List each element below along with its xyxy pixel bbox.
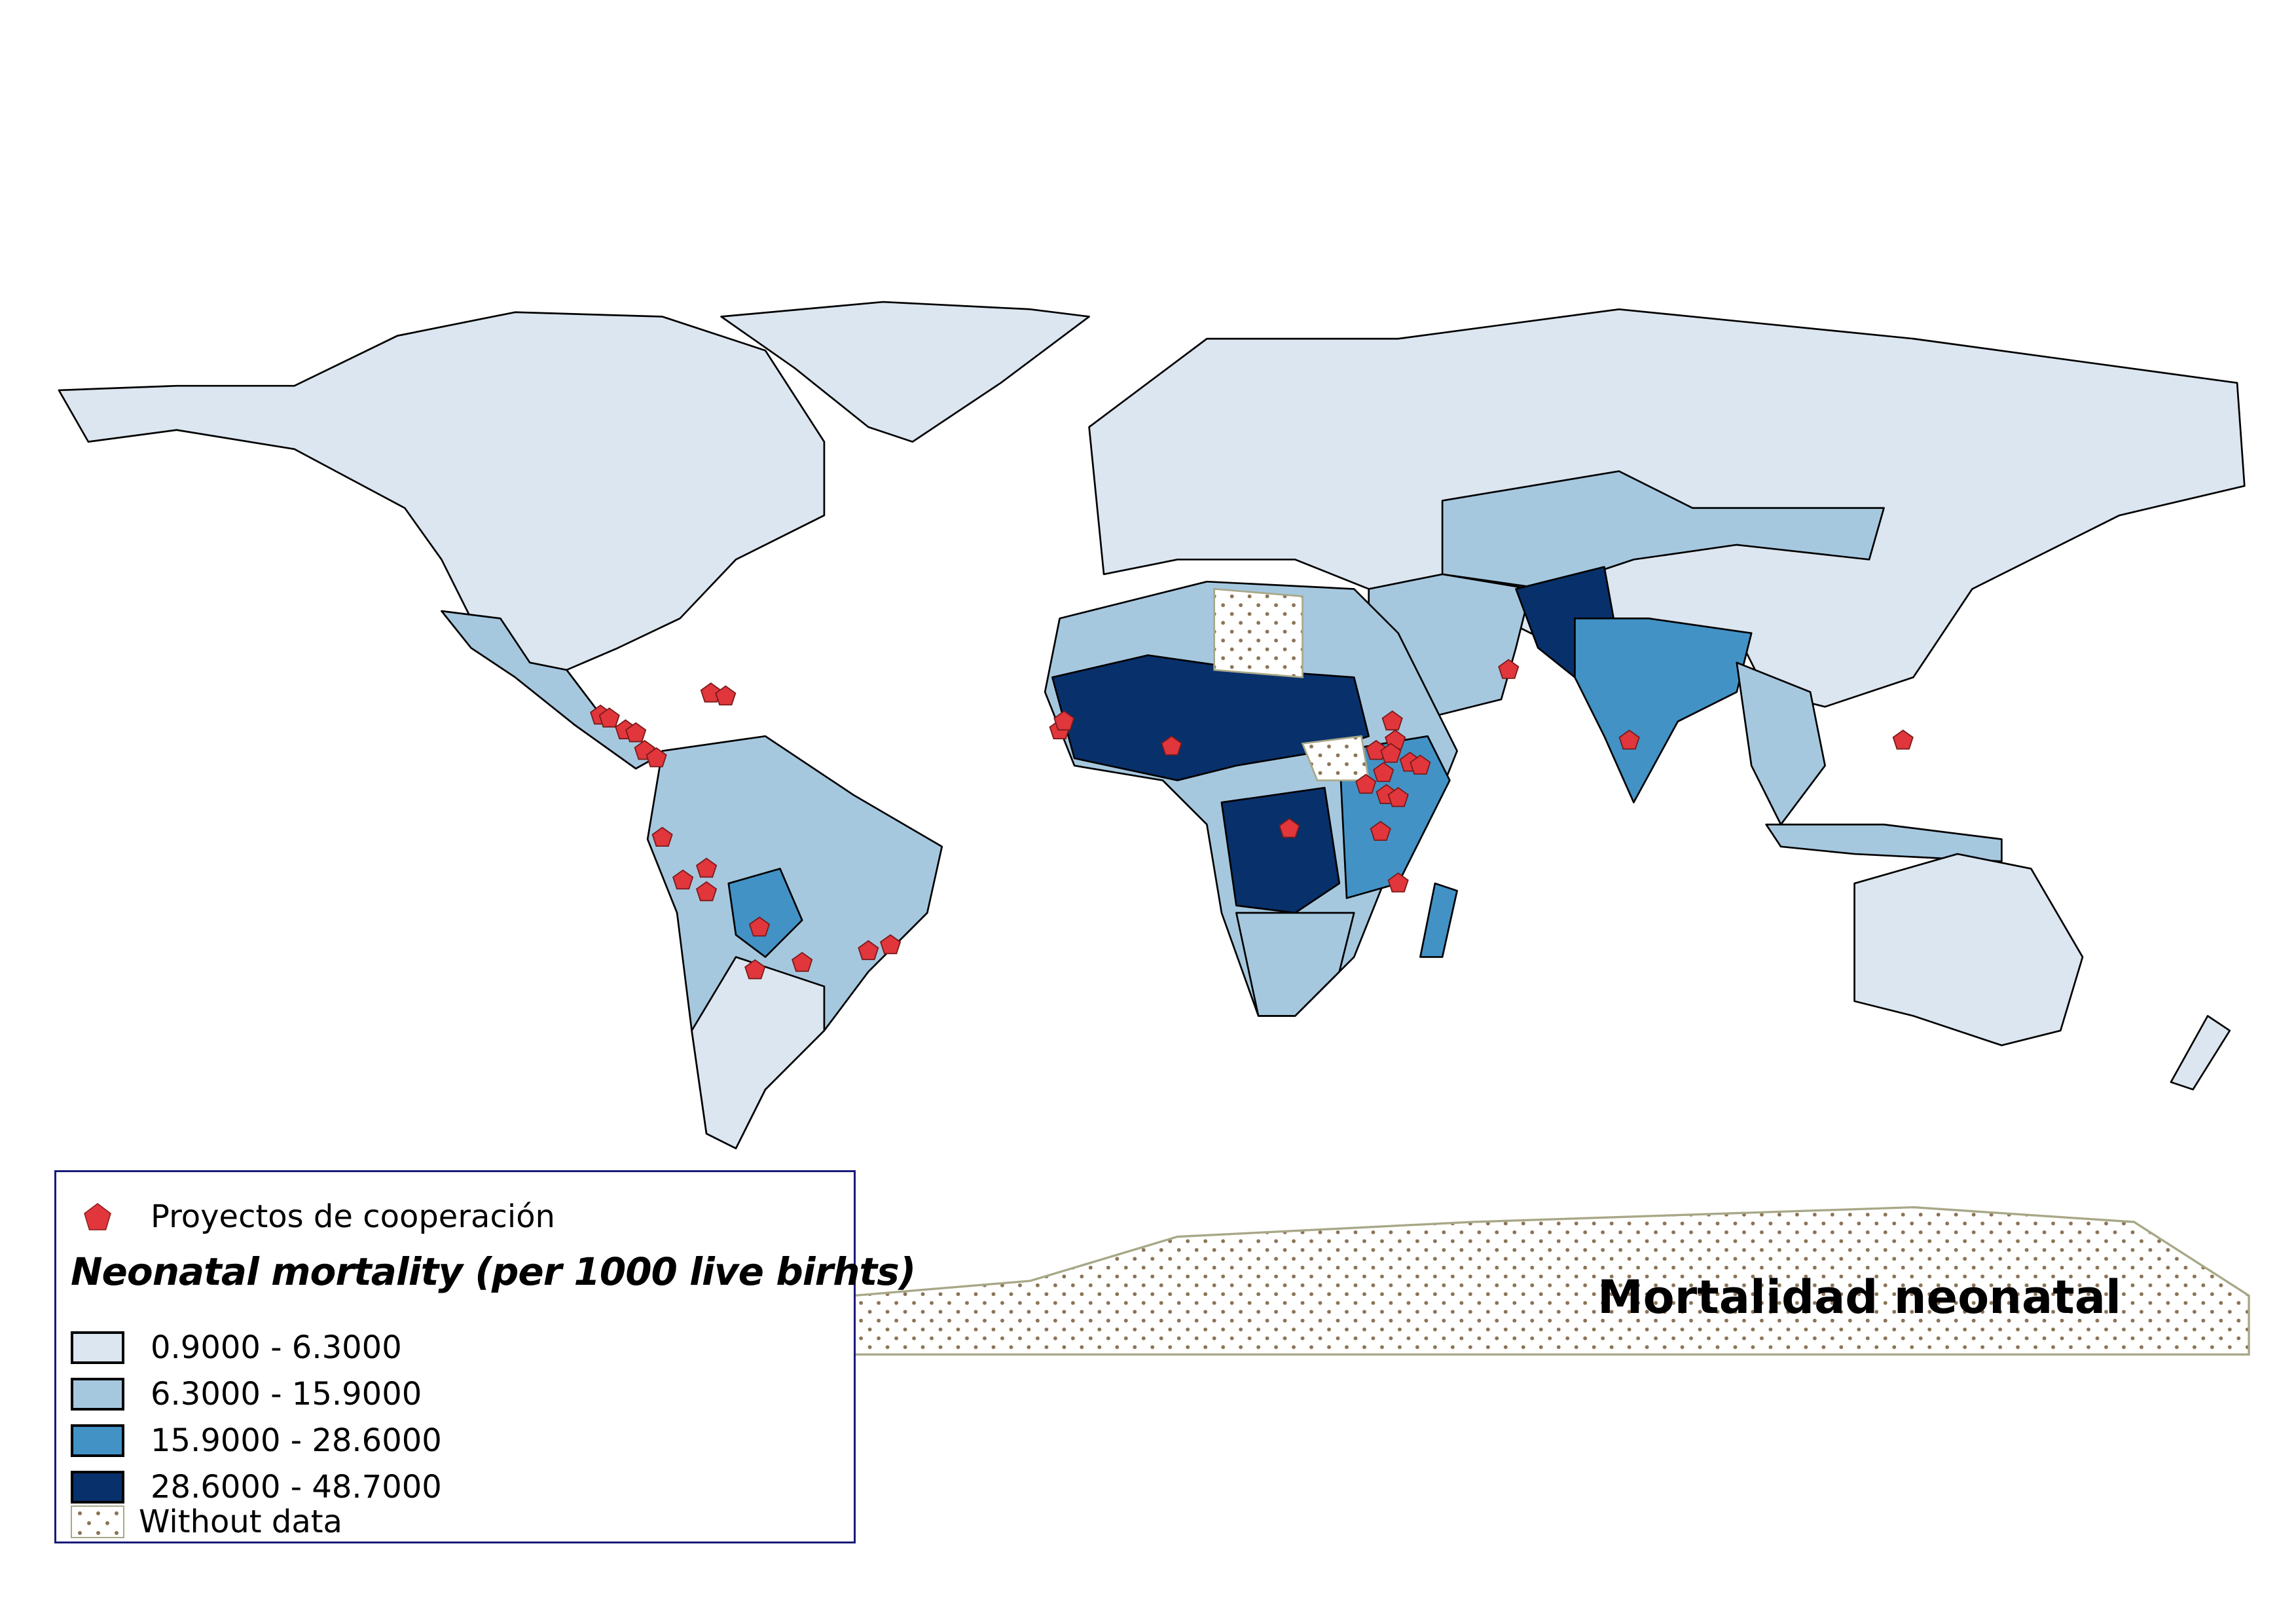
- map-title: Mortalidad neonatal: [1597, 1270, 2121, 1324]
- legend-item-class-2: 6.3000 - 15.9000: [71, 1376, 422, 1412]
- legend-item-no-data: Without data: [71, 1504, 342, 1540]
- southeast-asia: [1736, 661, 1826, 826]
- cooperation-project-marker: [1387, 786, 1409, 807]
- cooperation-project-marker: [1410, 754, 1431, 775]
- legend-label: Without data: [139, 1504, 342, 1540]
- central-africa: [1220, 786, 1341, 914]
- cooperation-project-marker: [651, 826, 673, 847]
- cooperation-project-markers: [590, 659, 1914, 980]
- legend-item-class-3: 15.9000 - 28.6000: [71, 1422, 442, 1459]
- cooperation-project-marker: [700, 682, 721, 703]
- southern-cone: [691, 956, 826, 1150]
- cooperation-project-marker: [695, 857, 718, 878]
- legend-swatch: [71, 1378, 124, 1411]
- legend-item-projects: Proyectos de cooperación: [71, 1198, 555, 1235]
- madagascar: [1419, 882, 1458, 958]
- new-zealand: [2170, 1015, 2231, 1091]
- bolivia: [727, 868, 803, 958]
- legend-label: 0.9000 - 6.3000: [151, 1329, 402, 1366]
- cooperation-project-marker: [598, 707, 620, 728]
- cooperation-project-marker: [1365, 739, 1387, 760]
- cooperation-project-marker: [792, 951, 813, 972]
- no-data-sahara: [1213, 587, 1303, 678]
- legend-label: 15.9000 - 28.6000: [151, 1422, 442, 1459]
- australia: [1853, 853, 2084, 1046]
- legend-swatch: [71, 1471, 124, 1504]
- cooperation-project-marker: [1355, 773, 1377, 794]
- pentagon-marker-icon: [84, 1203, 111, 1230]
- cooperation-project-marker: [1618, 729, 1640, 750]
- indonesia: [1765, 823, 2003, 862]
- cooperation-project-marker: [646, 747, 667, 767]
- no-data-antarctica: [852, 1206, 2250, 1356]
- cooperation-project-marker: [1161, 735, 1182, 756]
- legend-label: 28.6000 - 48.7000: [151, 1469, 442, 1505]
- cooperation-project-marker: [879, 934, 902, 955]
- cooperation-project-marker: [858, 940, 879, 961]
- legend-item-class-1: 0.9000 - 6.3000: [71, 1329, 402, 1366]
- cooperation-project-marker: [1373, 762, 1394, 783]
- cooperation-project-marker: [1053, 710, 1075, 731]
- cooperation-project-marker: [672, 869, 694, 890]
- cooperation-project-marker: [1380, 743, 1402, 763]
- southern-africa: [1235, 912, 1355, 1017]
- cooperation-project-marker: [695, 881, 718, 902]
- legend-swatch: [71, 1331, 124, 1364]
- legend-label: 6.3000 - 15.9000: [151, 1376, 422, 1412]
- cooperation-project-marker: [1498, 659, 1520, 679]
- cooperation-project-marker: [744, 959, 766, 980]
- legend-swatch: [71, 1424, 124, 1457]
- dot-pattern-swatch: [71, 1505, 124, 1538]
- cooperation-project-marker: [1381, 710, 1403, 731]
- legend-label: Proyectos de cooperación: [151, 1198, 555, 1235]
- cooperation-project-marker: [625, 722, 647, 743]
- central-asia: [1441, 470, 1885, 590]
- cooperation-project-marker: [1892, 729, 1914, 750]
- cooperation-project-marker: [715, 685, 737, 706]
- cooperation-project-marker: [1387, 872, 1409, 893]
- legend-item-class-4: 28.6000 - 48.7000: [71, 1469, 442, 1505]
- legend: Proyectos de cooperación Neonatal mortal…: [54, 1170, 916, 1543]
- cooperation-project-marker: [1279, 818, 1300, 838]
- cooperation-project-marker: [1370, 821, 1391, 841]
- india: [1574, 618, 1753, 803]
- greenland: [720, 301, 1090, 443]
- cooperation-project-marker: [748, 916, 771, 937]
- legend-title: Neonatal mortality (per 1000 live birhts…: [71, 1249, 916, 1294]
